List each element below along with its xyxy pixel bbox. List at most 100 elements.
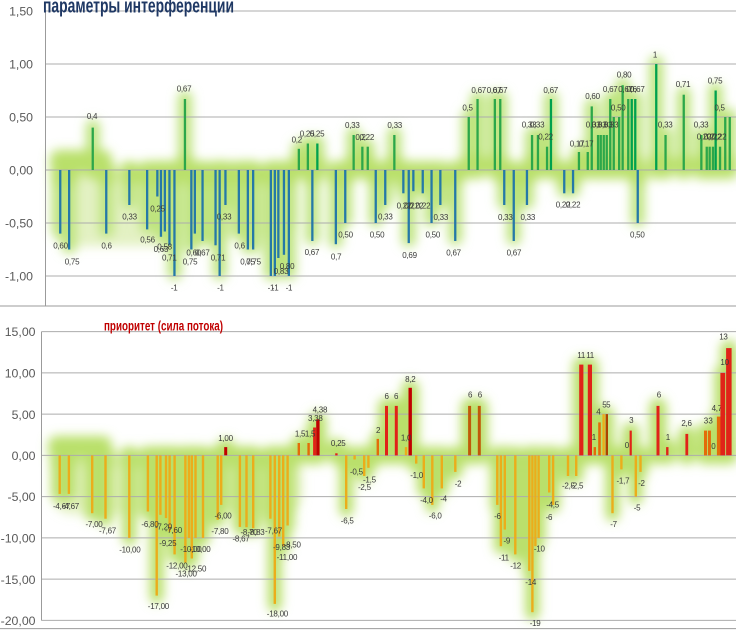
- svg-text:-7,20: -7,20: [155, 522, 173, 531]
- svg-text:-1,00: -1,00: [5, 270, 33, 284]
- svg-text:1,50: 1,50: [9, 5, 33, 19]
- svg-text:-10: -10: [534, 545, 546, 554]
- svg-text:-5,00: -5,00: [7, 490, 35, 504]
- svg-text:0,22: 0,22: [566, 201, 581, 210]
- svg-text:-9,83: -9,83: [273, 543, 291, 552]
- svg-text:0,33: 0,33: [592, 120, 607, 129]
- svg-text:0,33: 0,33: [604, 120, 619, 129]
- svg-text:0,50: 0,50: [370, 230, 385, 239]
- svg-text:-8,67: -8,67: [233, 535, 251, 544]
- svg-text:0,25: 0,25: [331, 439, 346, 448]
- svg-text:-2,5: -2,5: [570, 482, 584, 491]
- svg-text:-4,5: -4,5: [546, 500, 560, 509]
- svg-text:-4: -4: [440, 494, 447, 503]
- svg-text:0,25: 0,25: [310, 130, 325, 139]
- svg-text:0,60: 0,60: [186, 249, 201, 258]
- svg-text:0,75: 0,75: [240, 257, 255, 266]
- svg-text:-7: -7: [610, 520, 617, 529]
- svg-text:0,75: 0,75: [65, 257, 80, 266]
- svg-text:0,33: 0,33: [586, 120, 601, 129]
- svg-text:0,2: 0,2: [355, 133, 366, 142]
- svg-text:1,0: 1,0: [401, 434, 412, 443]
- svg-text:0,00: 0,00: [9, 164, 33, 178]
- svg-text:0,2: 0,2: [704, 133, 715, 142]
- svg-text:0,7: 0,7: [331, 252, 342, 261]
- svg-text:0,22: 0,22: [397, 202, 412, 211]
- svg-text:0,6: 0,6: [234, 241, 245, 250]
- svg-text:0,67: 0,67: [487, 86, 502, 95]
- svg-text:0,67: 0,67: [195, 249, 210, 258]
- svg-text:0,6: 0,6: [626, 85, 637, 94]
- svg-text:0,33: 0,33: [658, 120, 673, 129]
- svg-text:6: 6: [384, 392, 389, 401]
- svg-text:-13,00: -13,00: [176, 569, 198, 578]
- svg-text:-6,0: -6,0: [429, 512, 443, 521]
- svg-text:0,33: 0,33: [498, 213, 513, 222]
- svg-text:0,58: 0,58: [157, 242, 172, 251]
- svg-text:10: 10: [720, 358, 729, 367]
- svg-text:-4,67: -4,67: [53, 502, 71, 511]
- svg-text:0,22: 0,22: [538, 132, 553, 141]
- svg-text:0,71: 0,71: [211, 253, 226, 262]
- svg-text:1: 1: [592, 433, 597, 442]
- svg-text:5: 5: [606, 400, 611, 409]
- svg-text:0,25: 0,25: [150, 205, 165, 214]
- svg-text:-10,00: -10,00: [189, 545, 211, 554]
- svg-text:-2,5: -2,5: [358, 483, 372, 492]
- svg-text:-8,70: -8,70: [241, 528, 259, 537]
- svg-text:-1: -1: [286, 283, 293, 292]
- svg-text:0,71: 0,71: [162, 253, 177, 262]
- svg-text:-11: -11: [499, 553, 510, 562]
- svg-text:0,71: 0,71: [676, 80, 691, 89]
- svg-text:11: 11: [586, 351, 595, 360]
- svg-text:0,80: 0,80: [617, 71, 632, 80]
- svg-text:11: 11: [577, 351, 586, 360]
- svg-text:0,33: 0,33: [387, 121, 402, 130]
- svg-text:5,00: 5,00: [12, 408, 36, 422]
- svg-text:-1,5: -1,5: [363, 476, 377, 485]
- svg-text:-12: -12: [510, 562, 522, 571]
- svg-text:0,6: 0,6: [101, 241, 112, 250]
- svg-text:6: 6: [657, 390, 662, 399]
- svg-text:0,67: 0,67: [305, 248, 320, 257]
- svg-text:0,50: 0,50: [338, 230, 353, 239]
- svg-text:0,17: 0,17: [570, 139, 585, 148]
- svg-text:-0,5: -0,5: [350, 467, 364, 476]
- svg-text:параметры интерференции: параметры интерференции: [43, 0, 234, 17]
- svg-text:1,00: 1,00: [9, 58, 33, 72]
- svg-text:0,5: 0,5: [462, 104, 473, 113]
- svg-text:1,5: 1,5: [305, 429, 316, 438]
- svg-text:0,69: 0,69: [402, 251, 417, 260]
- svg-text:-1,7: -1,7: [617, 477, 631, 486]
- svg-text:-20,00: -20,00: [1, 614, 36, 628]
- svg-text:0,50: 0,50: [630, 231, 645, 240]
- svg-text:0,2: 0,2: [292, 136, 303, 145]
- svg-text:-2: -2: [638, 479, 645, 488]
- svg-text:-12,50: -12,50: [185, 564, 207, 573]
- svg-text:0,33: 0,33: [521, 213, 536, 222]
- svg-text:0,33: 0,33: [434, 213, 449, 222]
- svg-text:0,33: 0,33: [378, 213, 393, 222]
- svg-text:1: 1: [653, 50, 658, 59]
- svg-text:0,75: 0,75: [183, 257, 198, 266]
- svg-text:6: 6: [394, 392, 399, 401]
- svg-text:4,7: 4,7: [712, 404, 723, 413]
- svg-text:6: 6: [468, 390, 473, 399]
- svg-text:-4,67: -4,67: [62, 502, 80, 511]
- svg-text:-7,60: -7,60: [165, 526, 183, 535]
- svg-text:0,22: 0,22: [556, 201, 571, 210]
- svg-text:-6,80: -6,80: [141, 520, 159, 529]
- svg-text:-7,80: -7,80: [211, 527, 229, 536]
- svg-text:0,60: 0,60: [53, 242, 68, 251]
- svg-text:-7,67: -7,67: [99, 526, 117, 535]
- svg-text:-6,00: -6,00: [215, 512, 233, 521]
- svg-text:0: 0: [625, 441, 630, 450]
- svg-text:3: 3: [704, 417, 709, 426]
- svg-text:0,22: 0,22: [707, 133, 722, 142]
- svg-text:-19: -19: [530, 619, 542, 628]
- svg-text:-6,5: -6,5: [341, 516, 355, 525]
- svg-text:-10,00: -10,00: [1, 532, 36, 546]
- svg-text:13: 13: [719, 333, 728, 342]
- svg-text:3: 3: [708, 417, 713, 426]
- svg-text:0,22: 0,22: [697, 133, 712, 142]
